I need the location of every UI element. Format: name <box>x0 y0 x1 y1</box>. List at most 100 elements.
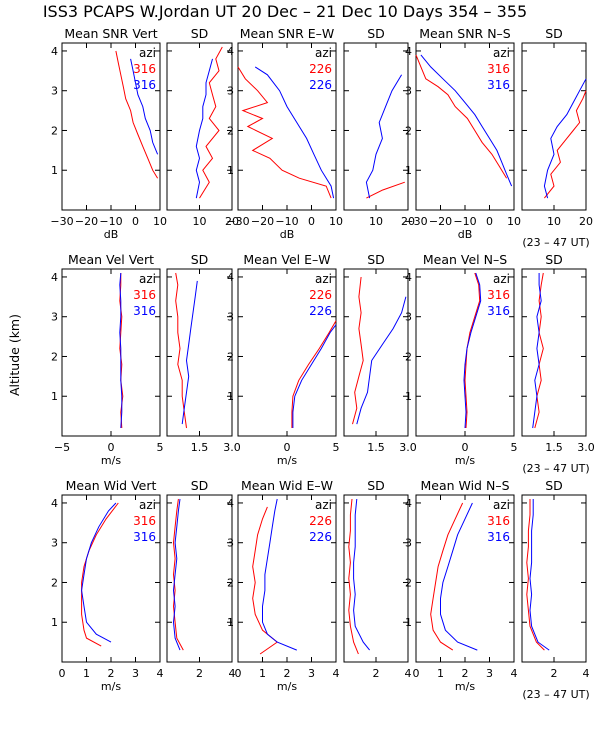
x-tick-label: 4 <box>583 667 590 680</box>
legend-header: azi <box>493 272 510 286</box>
x-tick-label: 2 <box>196 667 203 680</box>
x-tick-label: 0 <box>59 667 66 680</box>
x-tick-label: 3.0 <box>577 441 595 454</box>
x-tick-label: 0 <box>235 667 242 680</box>
panel-r1c4: Mean Vel N–S 1 2 3 4 0 5 m/s azi 316 316 <box>405 252 518 467</box>
y-tick-label: 2 <box>405 350 412 363</box>
x-tick-label: −30 <box>404 215 427 228</box>
legend-entry-blue: 316 <box>487 304 510 318</box>
series-line-blue <box>81 502 117 643</box>
panel-r1c5: SD 1.5 3.0 <box>521 252 595 454</box>
legend-header: azi <box>493 46 510 60</box>
x-tick-label: −5 <box>54 441 70 454</box>
period-note-row1: (23 – 47 UT) <box>522 236 589 249</box>
y-tick-label: 2 <box>227 576 234 589</box>
series-line-blue <box>172 498 181 651</box>
series-line-blue <box>356 296 407 425</box>
x-tick-label: 10 <box>369 215 383 228</box>
legend-header: azi <box>139 272 156 286</box>
series-line-blue <box>463 272 482 429</box>
y-tick-label: 3 <box>51 311 58 324</box>
legend-entry-red: 226 <box>309 62 332 76</box>
panel-title: Mean Vel Vert <box>68 252 154 267</box>
series-line-blue <box>365 74 403 199</box>
y-tick-label: 2 <box>405 576 412 589</box>
x-tick-label: 10 <box>547 215 561 228</box>
series-line-blue <box>353 498 370 651</box>
legend-entry-red: 316 <box>133 62 156 76</box>
series-line-blue <box>181 280 198 425</box>
y-tick-label: 1 <box>51 390 58 403</box>
panel-title: SD <box>545 26 563 41</box>
panel-r2c1: SD 2 4 <box>166 478 236 680</box>
series-line-red <box>291 320 337 428</box>
x-tick-label: 0 <box>108 441 115 454</box>
panel-title: Mean Wid E–W <box>241 478 333 493</box>
panel-frame <box>521 268 587 437</box>
x-tick-label: −20 <box>75 215 98 228</box>
y-tick-label: 4 <box>227 271 234 284</box>
panel-title: SD <box>367 252 385 267</box>
x-axis-label: m/s <box>101 454 121 467</box>
y-tick-label: 3 <box>227 311 234 324</box>
x-tick-label: 0 <box>486 215 493 228</box>
x-tick-label: −30 <box>50 215 73 228</box>
series-line-red <box>415 54 508 179</box>
x-tick-label: 4 <box>511 667 518 680</box>
series-line-red <box>534 272 544 429</box>
series-line-blue <box>254 66 335 199</box>
series-line-blue <box>543 78 587 199</box>
y-tick-label: 1 <box>405 616 412 629</box>
panel-title: Mean SNR N–S <box>419 26 511 41</box>
panel-title: SD <box>191 478 209 493</box>
panel-r0c1: SD 10 20 <box>166 26 239 228</box>
panel-title: SD <box>367 478 385 493</box>
series-line-red <box>175 272 187 429</box>
series-line-red <box>115 50 159 179</box>
x-tick-label: 5 <box>157 441 164 454</box>
x-axis-label: m/s <box>101 680 121 693</box>
panel-frame <box>521 494 587 663</box>
x-tick-label: 3 <box>132 667 139 680</box>
y-tick-label: 3 <box>227 85 234 98</box>
y-tick-label: 3 <box>51 85 58 98</box>
y-tick-label: 2 <box>51 124 58 137</box>
legend-entry-blue: 316 <box>133 304 156 318</box>
panel-title: Mean SNR E–W <box>240 26 334 41</box>
legend-header: azi <box>139 498 156 512</box>
x-tick-label: 1.5 <box>545 441 563 454</box>
x-tick-label: −10 <box>275 215 298 228</box>
panel-title: SD <box>367 26 385 41</box>
panel-r0c5: SD 10 20 <box>521 26 593 228</box>
x-tick-label: 20 <box>401 215 415 228</box>
panel-title: Mean Wid N–S <box>420 478 509 493</box>
x-tick-label: 1 <box>259 667 266 680</box>
x-axis-label: dB <box>458 228 473 241</box>
legend-header: azi <box>315 498 332 512</box>
x-tick-label: 0 <box>308 215 315 228</box>
legend-entry-red: 316 <box>133 514 156 528</box>
legend-entry-blue: 316 <box>133 78 156 92</box>
series-line-red <box>172 498 184 651</box>
panel-title: Mean Vel E–W <box>243 252 330 267</box>
y-tick-label: 1 <box>405 390 412 403</box>
panel-r1c3: SD 1.5 3.0 <box>343 252 417 454</box>
series-line-blue <box>440 502 478 651</box>
y-tick-label: 2 <box>405 124 412 137</box>
y-tick-label: 4 <box>51 271 58 284</box>
legend-entry-red: 316 <box>487 62 510 76</box>
x-tick-label: 2 <box>462 667 469 680</box>
x-tick-label: 4 <box>157 667 164 680</box>
y-tick-label: 2 <box>227 124 234 137</box>
legend-entry-red: 316 <box>133 288 156 302</box>
y-tick-label: 2 <box>227 350 234 363</box>
period-note-row2: (23 – 47 UT) <box>522 462 589 475</box>
series-line-red <box>526 499 545 651</box>
y-tick-label: 1 <box>405 164 412 177</box>
x-tick-label: 5 <box>511 441 518 454</box>
y-tick-label: 4 <box>51 45 58 58</box>
y-tick-label: 1 <box>227 390 234 403</box>
x-tick-label: 0 <box>413 667 420 680</box>
